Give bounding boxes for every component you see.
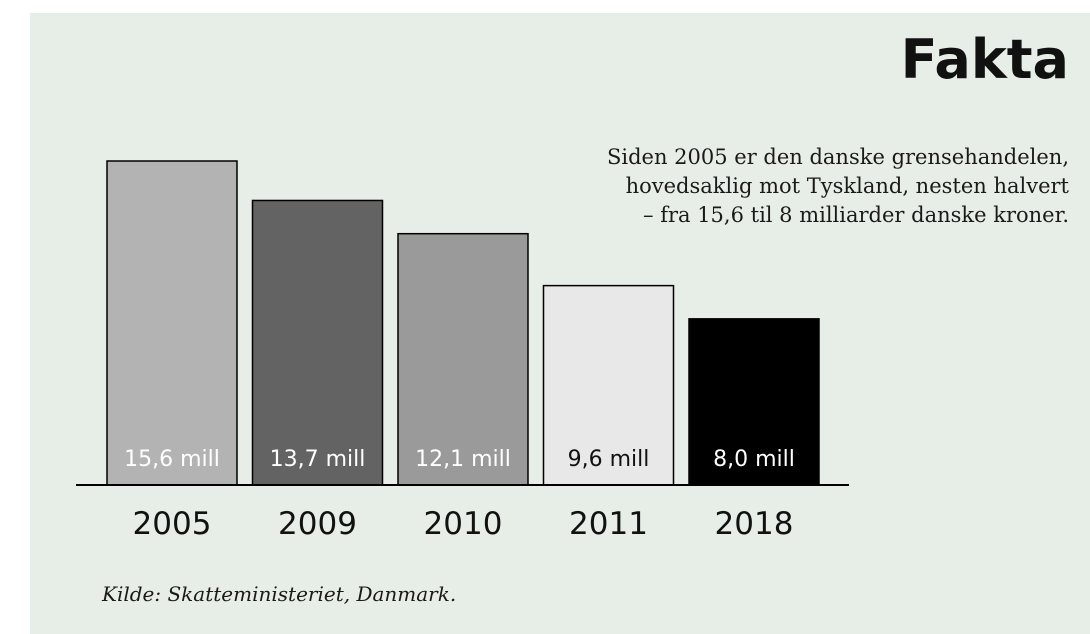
bar-2018 <box>688 318 820 486</box>
bar-2011 <box>542 284 675 486</box>
intro-line: – fra 15,6 til 8 milliarder danske krone… <box>643 203 1069 227</box>
intro-text: Siden 2005 er den danske grensehandelen,… <box>549 143 1069 230</box>
bar-value-label: 13,7 mill <box>270 447 366 472</box>
bar-2010 <box>397 232 529 486</box>
bar-2009 <box>251 199 384 486</box>
bar-value-label: 15,6 mill <box>124 447 220 472</box>
fact-heading: Fakta <box>900 28 1069 91</box>
x-tick-label: 2011 <box>569 506 648 542</box>
x-tick-label: 2005 <box>133 506 212 542</box>
bar-2005 <box>106 160 238 486</box>
bar-value-label: 9,6 mill <box>568 447 650 472</box>
x-tick-label: 2018 <box>715 506 794 542</box>
x-tick-label: 2010 <box>424 506 503 542</box>
bar-value-label: 12,1 mill <box>415 447 511 472</box>
intro-line: hovedsaklig mot Tyskland, nesten halvert <box>625 174 1069 198</box>
x-tick-label: 2009 <box>278 506 357 542</box>
bar-value-label: 8,0 mill <box>713 447 795 472</box>
source-note: Kilde: Skatteministeriet, Danmark. <box>102 582 457 606</box>
intro-line: Siden 2005 er den danske grensehandelen, <box>606 145 1069 169</box>
